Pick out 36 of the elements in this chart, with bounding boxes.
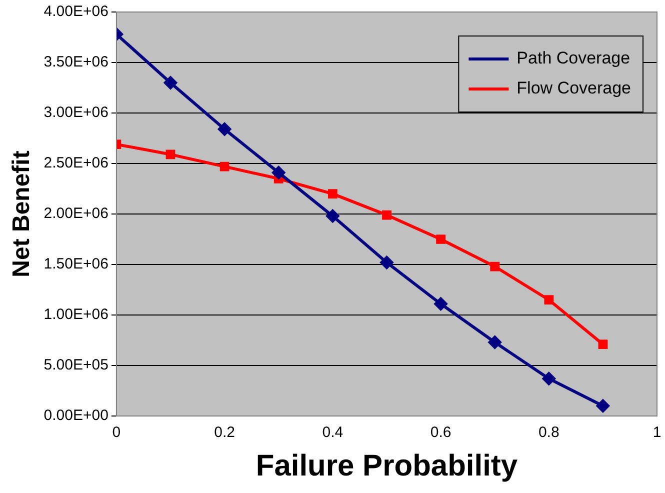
legend-label: Flow Coverage [516, 78, 631, 98]
y-tick-label: 2.00E+06 [44, 205, 108, 222]
point [382, 210, 392, 220]
point [434, 297, 448, 310]
x-tick-label: 0 [112, 424, 121, 442]
x-axis-title: Failure Probability [256, 449, 518, 482]
y-tick-label: 5.00E+05 [44, 356, 108, 374]
x-tick-label: 1 [652, 424, 662, 442]
point [220, 162, 230, 172]
x-tick-label: 0.4 [322, 424, 344, 442]
point [164, 76, 177, 90]
point [328, 189, 338, 198]
x-tick-label: 0.6 [430, 424, 452, 442]
point [326, 210, 340, 223]
point [436, 234, 446, 244]
x-tick-label: 0.8 [538, 424, 560, 442]
point [542, 372, 556, 386]
point [544, 295, 554, 305]
point [490, 262, 500, 272]
legend-label: Path Coverage [516, 48, 630, 68]
point [166, 150, 176, 160]
y-tick-label: 4.00E+06 [44, 3, 108, 20]
y-tick-label: 1.50E+06 [44, 256, 108, 273]
x-tick-label: 0.2 [214, 424, 235, 442]
point [598, 340, 608, 349]
point [218, 122, 232, 136]
point [488, 336, 502, 349]
point [596, 399, 610, 412]
y-tick-label: 3.50E+06 [44, 54, 108, 71]
y-tick-label: 2.50E+06 [44, 154, 108, 172]
point [380, 256, 394, 269]
y-tick-label: 0.00E+00 [44, 407, 108, 424]
y-tick-label: 1.00E+06 [44, 306, 108, 324]
y-tick-label: 3.00E+06 [44, 104, 108, 122]
point [272, 166, 286, 180]
y-axis-title: Net Benefit [8, 150, 36, 278]
